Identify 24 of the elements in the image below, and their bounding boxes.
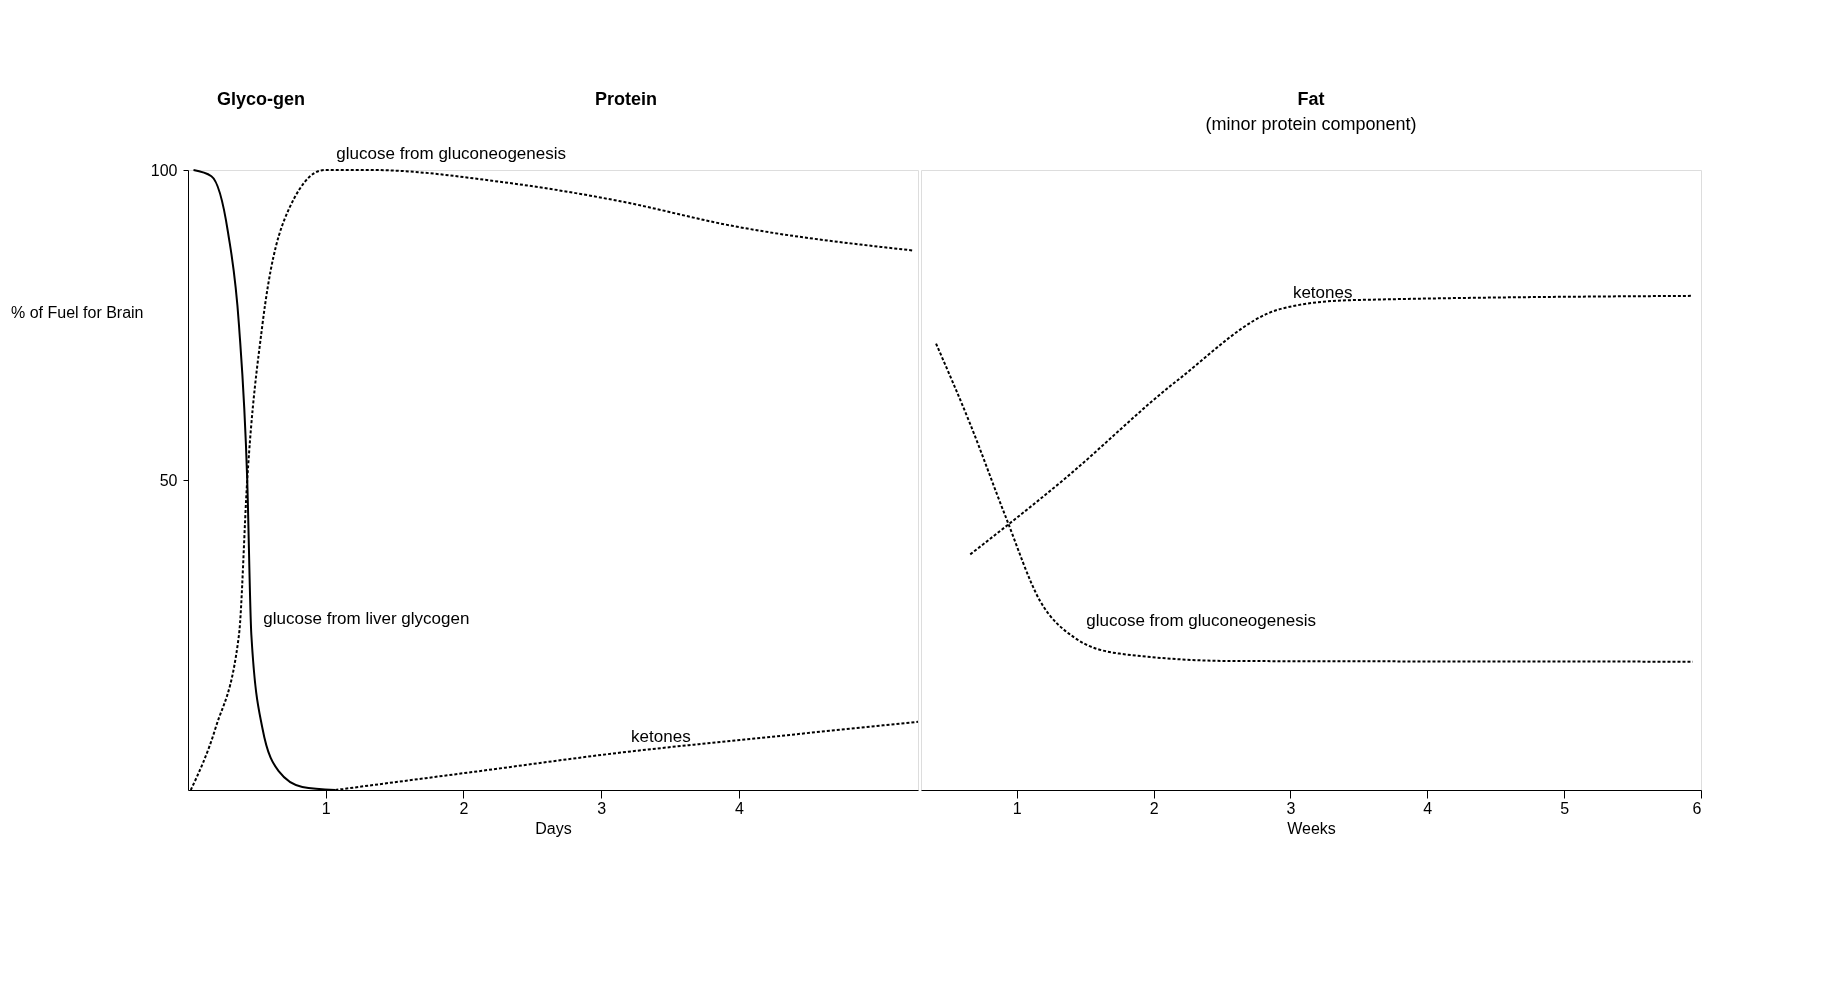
y-axis-title: % of Fuel for Brain: [11, 303, 144, 321]
text: Fat: [1297, 89, 1325, 109]
y-tick-label: 100: [150, 161, 178, 179]
x-tick-label: 2: [459, 799, 469, 817]
x-tick-label: 1: [1012, 799, 1022, 817]
series-label: glucose from gluconeogenesis: [336, 144, 567, 163]
x-tick-label: 5: [1560, 799, 1570, 817]
x-tick-label: 2: [1149, 799, 1159, 817]
text: Glyco-gen: [216, 89, 306, 109]
text: Protein: [594, 89, 658, 109]
series-label: ketones: [631, 726, 691, 746]
series-label: ketones: [1292, 282, 1353, 302]
x-axis-title: Weeks: [1287, 819, 1336, 837]
x-tick-label: 3: [597, 799, 607, 817]
series-label: glucose from liver glycogen: [263, 609, 470, 628]
x-tick-label: 6: [1692, 799, 1702, 817]
x-tick-label: 4: [734, 799, 744, 817]
x-tick-label: 3: [1286, 799, 1296, 817]
x-tick-label: 1: [321, 799, 331, 817]
x-tick-label: 4: [1423, 799, 1433, 817]
text: (minor protein component): [1205, 114, 1417, 134]
x-axis-title: Days: [535, 819, 572, 837]
series-label: glucose from gluconeogenesis: [1086, 611, 1316, 631]
y-tick-label: 50: [159, 471, 178, 489]
